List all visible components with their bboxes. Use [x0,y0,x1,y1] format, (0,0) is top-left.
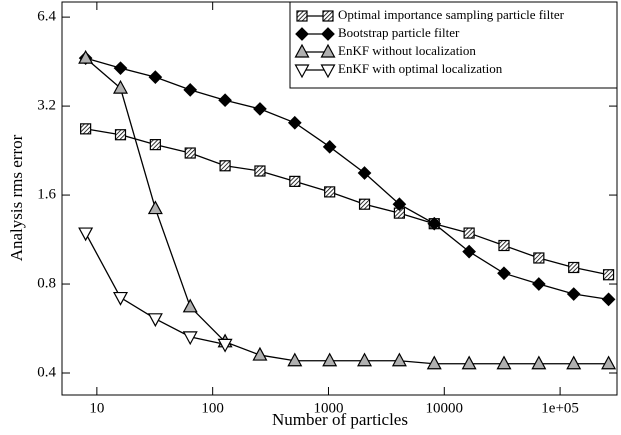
legend-marker [296,10,308,22]
legend-label: Bootstrap particle filter [338,25,460,40]
legend-marker [295,27,309,41]
marker [497,266,511,281]
legend-marker [321,27,335,41]
x-tick-label: 100 [201,400,224,416]
series-line [85,128,609,276]
marker [252,346,268,361]
legend-label: EnKF with optimal localization [338,61,503,76]
marker [254,165,266,177]
marker [357,166,372,180]
marker [566,287,581,301]
marker [219,160,231,172]
legend-marker [294,64,310,79]
marker [427,216,442,231]
marker [112,79,129,94]
marker [568,261,580,274]
marker [78,227,94,242]
legend-marker [320,43,336,58]
x-tick-label: 10000 [426,400,464,416]
marker [182,331,198,346]
marker [322,352,338,367]
marker [391,352,407,367]
marker [148,70,163,84]
marker [566,355,582,370]
marker [218,93,232,108]
marker [358,198,371,210]
marker [392,197,407,212]
x-tick-label: 10 [89,400,104,416]
x-tick-label: 1e+05 [541,400,579,416]
marker [78,49,94,64]
marker [498,239,510,252]
y-tick-label: 6.4 [37,9,56,25]
marker [114,129,127,141]
marker [461,355,477,370]
marker [602,269,615,281]
legend-label: Optimal importance sampling particle fil… [338,7,565,22]
series-line [85,232,226,345]
legend-label: EnKF without localization [338,43,476,58]
y-tick-label: 1.6 [37,186,56,202]
y-tick-label: 0.8 [37,275,56,291]
marker [253,102,267,116]
legend-box [289,1,618,89]
marker [183,83,198,97]
marker [184,147,196,159]
marker [217,338,233,353]
marker [531,355,547,370]
marker [147,313,163,328]
marker [182,298,198,313]
marker [324,186,336,198]
marker [601,292,616,307]
marker [531,277,546,291]
marker [80,123,92,135]
x-axis-title: Number of particles [272,410,408,429]
marker [533,252,545,264]
x-tick-label: 1000 [313,400,343,416]
series-line [85,57,609,365]
y-tick-label: 3.2 [37,98,56,114]
legend-marker [320,64,336,79]
y-axis-title: Analysis rms error [7,134,26,261]
marker [149,139,161,151]
legend: Optimal importance sampling particle fil… [289,1,618,89]
marker [287,352,303,367]
marker [496,355,512,370]
marker [112,291,129,306]
marker [287,115,302,130]
legend-marker [294,43,310,58]
legend-marker [322,10,334,22]
series-line [85,57,609,300]
marker [147,200,163,215]
marker [601,355,617,370]
marker [463,227,475,239]
y-tick-label: 0.4 [37,364,56,380]
marker [426,355,442,370]
marker [462,244,476,259]
marker [322,139,337,154]
marker [289,175,301,187]
marker [357,352,373,367]
marker [113,61,128,76]
